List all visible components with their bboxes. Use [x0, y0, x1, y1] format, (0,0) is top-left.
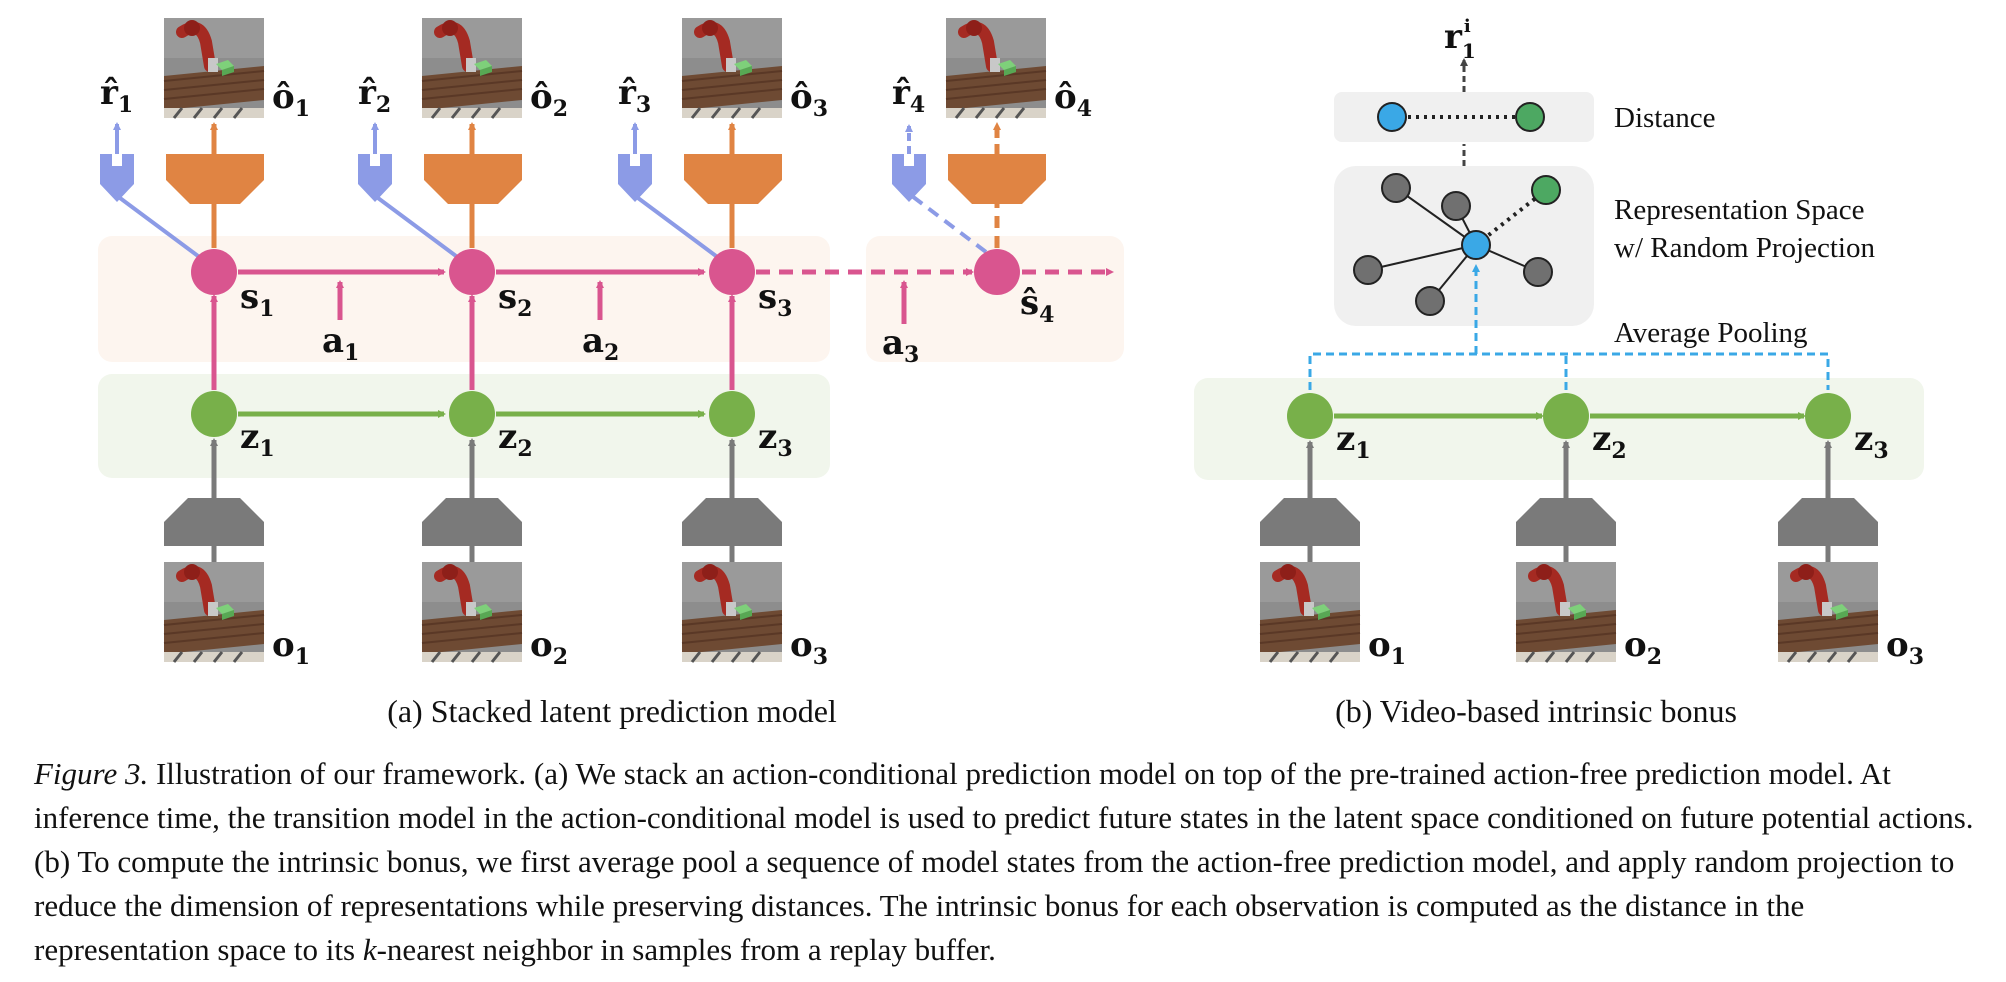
encoder-b-3 [1778, 498, 1878, 546]
latent-label-1: z1 [240, 417, 275, 462]
reward-head-3 [618, 154, 652, 202]
rep-space-label-line1: Representation Space [1614, 194, 1864, 226]
encoder-b-1 [1260, 498, 1360, 546]
state-label-1: s1 [240, 277, 274, 322]
distance-query-node [1377, 102, 1407, 132]
reward-label-1: r̂1 [100, 73, 133, 118]
reward-label-2: r̂2 [358, 73, 391, 118]
observation-label-3: o3 [790, 625, 828, 670]
action-conditional-band [98, 236, 830, 362]
latent-b-node-2 [1543, 393, 1589, 439]
latent-node-3 [709, 391, 755, 437]
subcaption-b: (b) Video-based intrinsic bonus [1335, 693, 1737, 729]
state-node-1 [191, 249, 237, 295]
predicted-image-3 [682, 18, 782, 118]
encoder-b-2 [1516, 498, 1616, 546]
decoder-4 [948, 154, 1046, 204]
predicted-obs-label-1: ô1 [272, 77, 310, 122]
predicted-image-2 [422, 18, 522, 118]
caption-k: k [362, 932, 377, 967]
observation-label-2: o2 [530, 625, 568, 670]
pooling-label: Average Pooling [1614, 317, 1808, 349]
latent-b-node-1 [1287, 393, 1333, 439]
latent-b-label-2: z2 [1592, 419, 1627, 464]
panel-b: z1 z2 z3 o1 o2 o3 r1i Distance Represent… [1194, 16, 1924, 729]
rep-neighbor-node [1531, 175, 1561, 205]
reward-head-1 [100, 154, 134, 202]
action-label-2: a2 [582, 321, 619, 366]
decoder-2 [424, 154, 522, 204]
rep-query-node [1461, 230, 1491, 260]
distance-label: Distance [1614, 102, 1715, 134]
rep-node-3 [1353, 255, 1383, 285]
prediction-band [866, 236, 1124, 362]
state-node-3 [709, 249, 755, 295]
observation-image-3 [682, 562, 782, 662]
action-label-3: a3 [882, 323, 919, 368]
reward-head-2 [358, 154, 392, 202]
latent-b-node-3 [1805, 393, 1851, 439]
action-label-1: a1 [322, 321, 359, 366]
figure-caption: Figure 3. Illustration of our framework.… [34, 752, 1974, 972]
observation-label-1: o1 [272, 625, 310, 670]
pooling-lines [1308, 352, 1830, 390]
state-node-2 [449, 249, 495, 295]
encoder-3 [682, 498, 782, 546]
latent-node-2 [449, 391, 495, 437]
predicted-image-4 [946, 18, 1046, 118]
caption-text-end: -nearest neighbor in samples from a repl… [376, 932, 996, 967]
latent-b-label-1: z1 [1336, 419, 1371, 464]
state-label-3: s3 [758, 277, 792, 322]
observation-b-label-2: o2 [1624, 625, 1662, 670]
reward-label-4: r̂4 [892, 73, 925, 118]
observation-image-2 [422, 562, 522, 662]
decoder-3 [684, 154, 782, 204]
reward-label-3: r̂3 [618, 73, 651, 118]
rep-node-2 [1441, 191, 1471, 221]
observation-image-1 [164, 562, 264, 662]
observation-b-image-2 [1516, 562, 1616, 662]
latent-node-1 [191, 391, 237, 437]
rep-node-5 [1523, 257, 1553, 287]
state-label-4: ŝ4 [1020, 283, 1054, 328]
observation-b-label-1: o1 [1368, 625, 1406, 670]
predicted-obs-label-3: ô3 [790, 77, 828, 122]
rep-node-1 [1381, 173, 1411, 203]
predicted-obs-label-2: ô2 [530, 77, 568, 122]
reward-head-4 [892, 154, 926, 202]
figure-number: Figure 3. [34, 756, 149, 791]
observation-b-image-3 [1778, 562, 1878, 662]
state-label-2: s2 [498, 277, 532, 322]
panel-a: s1 s2 s3 ŝ4 a1 a2 a3 z1 z2 z3 o1 o2 o3 ô… [98, 18, 1124, 729]
subcaption-a: (a) Stacked latent prediction model [387, 693, 837, 729]
predicted-obs-label-4: ô4 [1054, 77, 1092, 122]
latent-b-label-3: z3 [1854, 419, 1889, 464]
rep-node-4 [1415, 286, 1445, 316]
encoder-1 [164, 498, 264, 546]
predicted-image-1 [164, 18, 264, 118]
distance-neighbor-node [1515, 102, 1545, 132]
rep-space-label-line2: w/ Random Projection [1614, 232, 1875, 264]
latent-label-3: z3 [758, 417, 793, 462]
observation-b-image-1 [1260, 562, 1360, 662]
state-node-4 [974, 249, 1020, 295]
latent-label-2: z2 [498, 417, 533, 462]
framework-figure: s1 s2 s3 ŝ4 a1 a2 a3 z1 z2 z3 o1 o2 o3 ô… [98, 0, 1924, 729]
intrinsic-bonus-label: r1i [1444, 16, 1476, 63]
encoder-2 [422, 498, 522, 546]
caption-text: Illustration of our framework. (a) We st… [34, 756, 1974, 967]
decoder-1 [166, 154, 264, 204]
observation-b-label-3: o3 [1886, 625, 1924, 670]
